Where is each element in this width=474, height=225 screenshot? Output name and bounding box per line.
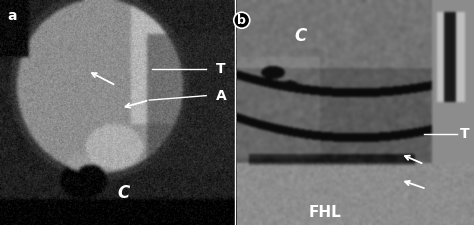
Text: T: T <box>460 127 469 141</box>
Text: C: C <box>295 27 307 45</box>
Text: C: C <box>117 184 129 202</box>
Text: b: b <box>237 14 246 27</box>
Text: a: a <box>7 9 17 23</box>
Text: A: A <box>216 89 227 103</box>
Text: T: T <box>216 62 225 76</box>
Text: FHL: FHL <box>308 205 341 220</box>
